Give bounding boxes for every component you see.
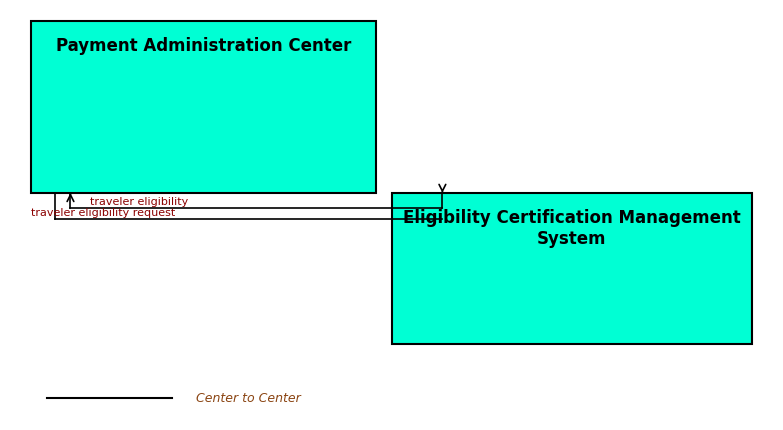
Text: traveler eligibility: traveler eligibility xyxy=(90,197,188,206)
FancyBboxPatch shape xyxy=(392,194,752,344)
Text: Center to Center: Center to Center xyxy=(196,391,301,404)
Text: traveler eligibility request: traveler eligibility request xyxy=(31,207,175,217)
FancyBboxPatch shape xyxy=(31,22,376,194)
Text: Eligibility Certification Management
System: Eligibility Certification Management Sys… xyxy=(402,209,741,247)
Text: Payment Administration Center: Payment Administration Center xyxy=(56,37,352,55)
